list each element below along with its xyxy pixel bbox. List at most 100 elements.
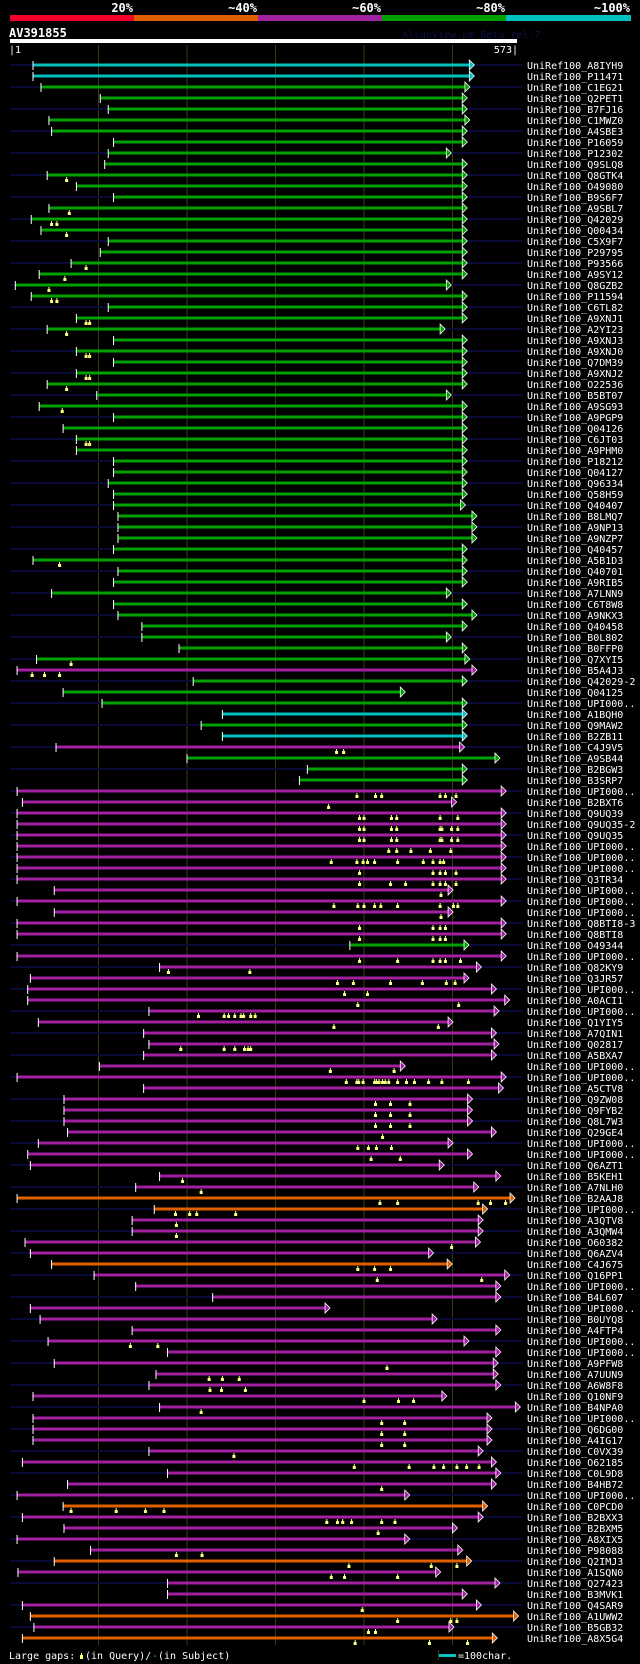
hit-row[interactable]: UniRef100_B2AAJ8 [16,1192,624,1205]
hit-row[interactable]: UniRef100_UPI000.. [167,1346,635,1359]
hit-row[interactable]: UniRef100_B4NPA0 [10,1401,623,1414]
hit-row[interactable]: UniRef100_P18212 [10,455,623,468]
hit-label[interactable]: UniRef100_Q04126 [527,424,623,435]
hit-label[interactable]: UniRef100_Q8BTI8 [527,930,623,941]
hit-row[interactable]: UniRef100_P11471 [32,70,624,83]
hit-label[interactable]: UniRef100_A5CTV8 [527,1084,623,1095]
hit-row[interactable]: UniRef100_B2BXM5 [63,1522,623,1535]
hit-row[interactable]: UniRef100_A8X5G4 [21,1632,623,1645]
hit-row[interactable]: UniRef100_A9XNJ1 [75,312,623,325]
hit-label[interactable]: UniRef100_C6JT03 [527,435,623,446]
hit-label[interactable]: UniRef100_UPI000.. [527,952,635,963]
hit-row[interactable]: UniRef100_Q82KY9 [10,961,623,974]
hit-row[interactable]: UniRef100_O22536 [46,378,624,391]
hit-row[interactable]: UniRef100_C6TL82 [10,301,623,314]
hit-label[interactable]: UniRef100_UPI000.. [527,1304,635,1315]
hit-row[interactable]: UniRef100_O49344 [10,939,623,952]
hit-label[interactable]: UniRef100_UPI000.. [527,1491,635,1502]
hit-label[interactable]: UniRef100_Q4SAR9 [527,1601,623,1612]
hit-row[interactable]: UniRef100_C6T8W8 [113,598,623,611]
hit-row[interactable]: UniRef100_Q7DM39 [113,356,623,369]
hit-row[interactable]: UniRef100_A4IG17 [32,1434,624,1447]
hit-label[interactable]: UniRef100_Q16PP1 [527,1271,623,1282]
hit-row[interactable]: UniRef100_Q04125 [62,686,624,699]
hit-row[interactable]: UniRef100_A2YI23 [10,323,623,336]
hit-label[interactable]: UniRef100_Q40458 [527,622,623,633]
hit-row[interactable]: UniRef100_Q8GTK4 [10,169,623,182]
hit-label[interactable]: UniRef100_A1SQN0 [527,1568,623,1579]
hit-label[interactable]: UniRef100_Q02817 [527,1040,623,1051]
hit-row[interactable]: UniRef100_Q00434 [40,224,623,237]
hit-row[interactable]: UniRef100_Q6AZT1 [10,1159,623,1172]
hit-label[interactable]: UniRef100_A9SB44 [527,754,623,765]
hit-row[interactable]: UniRef100_A9SY12 [38,268,624,281]
hit-label[interactable]: UniRef100_P16059 [527,138,623,149]
hit-row[interactable]: UniRef100_UPI000.. [10,697,635,710]
hit-row[interactable]: UniRef100_P11594 [30,290,624,303]
hit-label[interactable]: UniRef100_A0ACI1 [527,996,623,1007]
hit-label[interactable]: UniRef100_A9SY12 [527,270,623,281]
hit-label[interactable]: UniRef100_A8XIX5 [527,1535,623,1546]
hit-label[interactable]: UniRef100_UPI000.. [527,886,635,897]
hit-row[interactable]: UniRef100_A9NKX3 [10,609,623,622]
hit-row[interactable]: UniRef100_UPI000.. [135,1280,635,1293]
hit-label[interactable]: UniRef100_B5GB32 [527,1623,623,1634]
hit-row[interactable]: UniRef100_A7UUN9 [155,1368,624,1381]
hit-label[interactable]: UniRef100_B4L607 [527,1293,623,1304]
hit-label[interactable]: UniRef100_Q3TR34 [527,875,623,886]
hit-row[interactable]: UniRef100_Q40457 [10,543,623,556]
hit-row[interactable]: UniRef100_B0FFP0 [178,642,624,655]
hit-label[interactable]: UniRef100_Q8BTI8-3 [527,919,635,930]
hit-row[interactable]: UniRef100_C4J9V5 [10,741,623,754]
hit-label[interactable]: UniRef100_Q2PET1 [527,94,623,105]
hit-row[interactable]: UniRef100_A0ACI1 [27,994,623,1007]
hit-label[interactable]: UniRef100_Q82KY9 [527,963,623,974]
hit-row[interactable]: UniRef100_UPI000.. [10,1335,635,1348]
hit-label[interactable]: UniRef100_B5KEH1 [527,1172,623,1183]
hit-label[interactable]: UniRef100_C0PCD0 [527,1502,623,1513]
hit-label[interactable]: UniRef100_B7FJ16 [527,105,623,116]
hit-row[interactable]: UniRef100_A9RIB5 [113,576,623,589]
hit-row[interactable]: UniRef100_A9SB44 [186,752,624,765]
hit-label[interactable]: UniRef100_UPI000.. [527,864,635,875]
hit-label[interactable]: UniRef100_A6W8F8 [527,1381,623,1392]
hit-row[interactable]: UniRef100_B5BT07 [10,389,623,402]
hit-label[interactable]: UniRef100_A9XNJ0 [527,347,623,358]
hit-label[interactable]: UniRef100_B5A4J3 [527,666,623,677]
hit-label[interactable]: UniRef100_Q8L7W3 [527,1117,623,1128]
hit-row[interactable]: UniRef100_A7NLH0 [10,1181,623,1194]
hit-row[interactable]: UniRef100_P16059 [113,136,623,149]
hit-row[interactable]: UniRef100_A5B1D3 [32,554,624,567]
hit-label[interactable]: UniRef100_UPI000.. [527,1337,635,1348]
hit-row[interactable]: UniRef100_Q29GE4 [67,1126,623,1139]
hit-label[interactable]: UniRef100_A9NKX3 [527,611,623,622]
hit-row[interactable]: UniRef100_A9SBL7 [48,202,623,215]
hit-label[interactable]: UniRef100_Q58H59 [527,490,623,501]
hit-label[interactable]: UniRef100_Q9UQ35-2 [527,820,635,831]
hit-label[interactable]: UniRef100_Q42029 [527,215,623,226]
hit-label[interactable]: UniRef100_UPI000.. [527,1348,635,1359]
hit-row[interactable]: UniRef100_B0L802 [10,631,623,644]
hit-label[interactable]: UniRef100_UPI000.. [527,1205,635,1216]
hit-label[interactable]: UniRef100_Q6DG00 [527,1425,623,1436]
hit-label[interactable]: UniRef100_B0FFP0 [527,644,623,655]
hit-row[interactable]: UniRef100_B2ZB11 [221,730,623,743]
hit-label[interactable]: UniRef100_A7QIN1 [527,1029,623,1040]
hit-row[interactable]: UniRef100_C1EG21 [10,81,623,94]
hit-row[interactable]: UniRef100_Q8L7W3 [10,1115,623,1128]
hit-row[interactable]: UniRef100_A7QIN1 [10,1027,623,1040]
hit-label[interactable]: UniRef100_A9NP13 [527,523,623,534]
hit-label[interactable]: UniRef100_Q40407 [527,501,623,512]
hit-label[interactable]: UniRef100_UPI000.. [527,985,635,996]
hit-label[interactable]: UniRef100_B3SRP7 [527,776,623,787]
hit-row[interactable]: UniRef100_UPI000.. [16,862,636,875]
hit-label[interactable]: UniRef100_B2BXX3 [527,1513,623,1524]
hit-row[interactable]: UniRef100_C5X9F7 [10,235,623,248]
hit-label[interactable]: UniRef100_Q42029-2 [527,677,635,688]
hit-label[interactable]: UniRef100_Q7XYI5 [527,655,623,666]
hit-label[interactable]: UniRef100_A5B1D3 [527,556,623,567]
hit-row[interactable]: UniRef100_A8XIX5 [10,1533,623,1546]
hit-row[interactable]: UniRef100_UPI000.. [10,1137,635,1150]
hit-row[interactable]: UniRef100_UPI000.. [10,1071,635,1084]
hit-row[interactable]: UniRef100_Q9UQ35-2 [16,818,636,831]
